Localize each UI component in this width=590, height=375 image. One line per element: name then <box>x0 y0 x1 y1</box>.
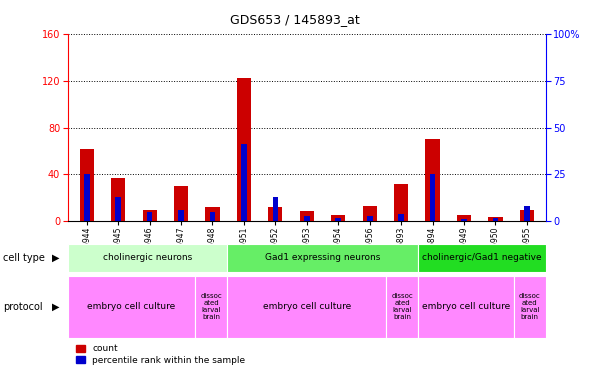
Bar <box>524 206 530 221</box>
Bar <box>398 214 404 221</box>
Bar <box>514 276 546 338</box>
Bar <box>227 276 386 338</box>
Text: Gad1 expressing neurons: Gad1 expressing neurons <box>265 254 381 262</box>
Bar <box>394 184 408 221</box>
Text: embryo cell culture: embryo cell culture <box>263 302 351 311</box>
Bar <box>68 276 195 338</box>
Text: ▶: ▶ <box>53 302 60 312</box>
Bar <box>367 216 372 221</box>
Legend: count, percentile rank within the sample: count, percentile rank within the sample <box>73 340 249 369</box>
Text: cholinergic neurons: cholinergic neurons <box>103 254 192 262</box>
Bar <box>227 244 418 272</box>
Text: embryo cell culture: embryo cell culture <box>87 302 176 311</box>
Bar <box>84 174 90 221</box>
Bar <box>241 144 247 221</box>
Bar <box>386 276 418 338</box>
Bar <box>115 197 121 221</box>
Text: ▶: ▶ <box>53 253 60 263</box>
Bar <box>273 197 278 221</box>
Bar <box>80 148 94 221</box>
Bar <box>195 276 227 338</box>
Bar <box>205 207 219 221</box>
Text: dissoc
ated
larval
brain: dissoc ated larval brain <box>519 293 540 320</box>
Bar <box>300 211 314 221</box>
Bar <box>304 216 310 221</box>
Text: dissoc
ated
larval
brain: dissoc ated larval brain <box>201 293 222 320</box>
Bar <box>209 212 215 221</box>
Bar <box>174 186 188 221</box>
Bar <box>237 78 251 221</box>
Bar <box>178 210 184 221</box>
Bar <box>111 178 125 221</box>
Bar <box>520 210 534 221</box>
Bar <box>418 276 514 338</box>
Text: dissoc
ated
larval
brain: dissoc ated larval brain <box>392 293 413 320</box>
Bar <box>68 244 227 272</box>
Bar <box>418 244 546 272</box>
Bar <box>363 206 377 221</box>
Bar <box>147 212 152 221</box>
Text: embryo cell culture: embryo cell culture <box>422 302 510 311</box>
Bar <box>493 217 499 221</box>
Text: protocol: protocol <box>3 302 42 312</box>
Bar <box>425 139 440 221</box>
Bar <box>335 217 341 221</box>
Text: cell type: cell type <box>3 253 45 263</box>
Text: cholinergic/Gad1 negative: cholinergic/Gad1 negative <box>422 254 542 262</box>
Text: GDS653 / 145893_at: GDS653 / 145893_at <box>230 13 360 26</box>
Bar <box>331 215 345 221</box>
Bar <box>143 210 157 221</box>
Bar <box>268 207 283 221</box>
Bar <box>489 217 503 221</box>
Bar <box>430 174 435 221</box>
Bar <box>461 219 467 221</box>
Bar <box>457 215 471 221</box>
